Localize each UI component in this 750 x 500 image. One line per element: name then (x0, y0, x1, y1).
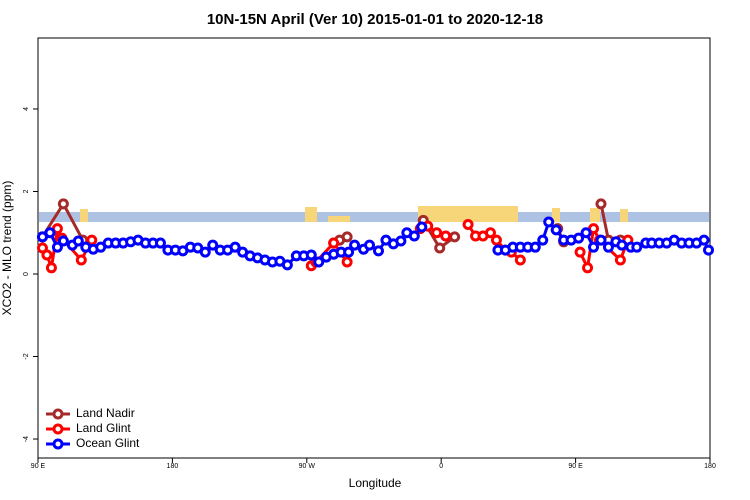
data-point (372, 245, 384, 257)
data-point (588, 241, 600, 253)
data-point (395, 235, 407, 247)
data-point (537, 234, 549, 246)
data-point (431, 227, 443, 239)
y-tick-label: -4 (23, 436, 30, 442)
data-point (75, 254, 87, 266)
data-point (580, 227, 592, 239)
data-point (550, 224, 562, 236)
data-point (462, 218, 474, 230)
data-point (595, 198, 607, 210)
data-point (51, 241, 63, 253)
y-axis-label: XCO2 - MLO trend (ppm) (0, 181, 14, 316)
data-point (703, 244, 715, 256)
data-point (529, 241, 541, 253)
data-point (154, 237, 166, 249)
x-tick-label: 90 W (299, 463, 316, 470)
x-tick-label: 180 (167, 463, 179, 470)
data-point (207, 239, 219, 251)
data-point (328, 237, 340, 249)
legend-label: Ocean Glint (76, 436, 140, 450)
y-tick-label: -2 (23, 353, 30, 359)
data-point (408, 230, 420, 242)
data-point (614, 254, 626, 266)
land-patch (620, 209, 628, 222)
land-patch (590, 208, 600, 222)
data-point (57, 198, 69, 210)
data-point (490, 234, 502, 246)
y-tick-label: 2 (23, 189, 30, 193)
data-point (341, 256, 353, 268)
data-point (484, 227, 496, 239)
data-point (341, 231, 353, 243)
chart-title: 10N-15N April (Ver 10) 2015-01-01 to 202… (207, 11, 543, 28)
land-patch (80, 209, 88, 222)
data-point (574, 246, 586, 258)
data-point (582, 262, 594, 274)
data-point (229, 241, 241, 253)
legend-label: Land Glint (76, 421, 131, 435)
y-tick-label: 4 (23, 107, 30, 111)
data-point (57, 235, 69, 247)
x-tick-label: 90 E (568, 463, 583, 470)
data-point (41, 249, 53, 261)
data-point (434, 242, 446, 254)
legend-swatch-marker (52, 408, 64, 420)
data-point (72, 235, 84, 247)
data-point (631, 241, 643, 253)
data-point (698, 234, 710, 246)
data-point (349, 239, 361, 251)
data-point (616, 239, 628, 251)
legend-swatch-marker (52, 423, 64, 435)
legend-label: Land Nadir (76, 406, 135, 420)
data-point (364, 239, 376, 251)
data-point (440, 230, 452, 242)
y-tick-label: 0 (23, 272, 30, 276)
data-point (573, 232, 585, 244)
x-tick-label: 180 (704, 463, 716, 470)
ocean-strip (39, 212, 709, 222)
data-point (281, 259, 293, 271)
land-mask (39, 206, 709, 222)
x-axis-label: Longitude (349, 476, 402, 490)
x-tick-label: 0 (439, 463, 443, 470)
data-point (343, 246, 355, 258)
data-point (602, 241, 614, 253)
data-point (313, 256, 325, 268)
data-point (449, 231, 461, 243)
data-point (514, 254, 526, 266)
land-patch (305, 207, 317, 222)
land-patch (552, 208, 560, 222)
land-patch (418, 206, 518, 222)
land-patch (328, 216, 350, 222)
data-point (44, 227, 56, 239)
legend-swatch-marker (52, 438, 64, 450)
data-point (595, 234, 607, 246)
data-point (416, 221, 428, 233)
x-tick-label: 90 E (31, 463, 46, 470)
data-point (45, 262, 57, 274)
data-point (543, 216, 555, 228)
data-point (305, 249, 317, 261)
data-point (199, 246, 211, 258)
